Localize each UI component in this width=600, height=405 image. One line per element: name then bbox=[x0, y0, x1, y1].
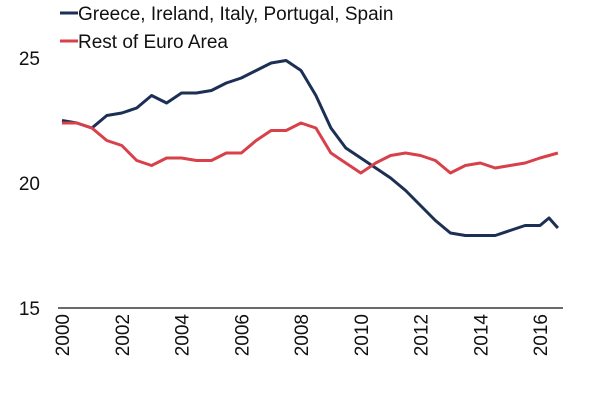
legend: Greece, Ireland, Italy, Portugal, Spain R… bbox=[60, 4, 393, 53]
x-tick-label: 2012 bbox=[412, 314, 433, 356]
series-lines bbox=[61, 59, 560, 237]
y-tick-label: 25 bbox=[19, 49, 40, 70]
x-axis-ticks: 2000 2002 2004 2006 2008 2010 2012 2014 2016 bbox=[53, 314, 552, 357]
series-line-0 bbox=[61, 59, 560, 237]
legend-label: Greece, Ireland, Italy, Portugal, Spain bbox=[78, 4, 393, 25]
series-line-1 bbox=[62, 121, 559, 175]
y-tick-label: 15 bbox=[19, 299, 40, 320]
x-tick-label: 2016 bbox=[531, 314, 552, 356]
x-tick-label: 2004 bbox=[173, 314, 194, 357]
x-tick-label: 2002 bbox=[113, 314, 134, 356]
x-tick-label: 2006 bbox=[232, 314, 253, 356]
x-tick-label: 2008 bbox=[292, 314, 313, 356]
y-tick-label: 20 bbox=[19, 174, 40, 195]
legend-label: Rest of Euro Area bbox=[78, 32, 228, 53]
x-tick-label: 2014 bbox=[471, 314, 492, 357]
x-tick-label: 2000 bbox=[53, 314, 74, 356]
y-axis-ticks: 15 20 25 bbox=[19, 49, 40, 320]
x-tick-label: 2010 bbox=[352, 314, 373, 356]
